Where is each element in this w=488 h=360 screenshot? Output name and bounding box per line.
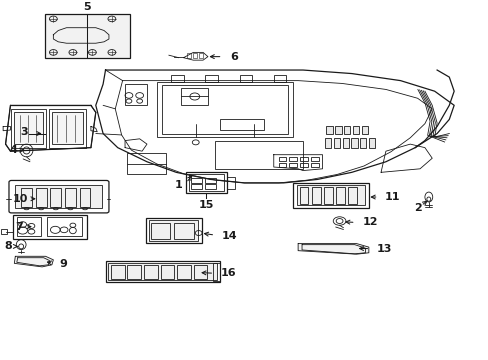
Bar xyxy=(278,163,286,167)
Bar xyxy=(359,138,366,148)
Text: 3: 3 xyxy=(20,127,28,137)
Bar xyxy=(333,138,339,148)
Bar xyxy=(174,223,193,239)
Bar xyxy=(50,188,61,207)
Bar xyxy=(368,138,374,148)
Bar xyxy=(11,109,45,148)
Bar xyxy=(193,265,207,279)
Bar xyxy=(215,141,303,169)
Bar xyxy=(278,157,286,161)
Bar xyxy=(289,157,297,161)
Bar xyxy=(326,126,332,134)
Bar xyxy=(205,75,217,82)
Text: 12: 12 xyxy=(362,217,377,228)
Bar xyxy=(299,187,308,204)
Bar xyxy=(151,223,170,239)
Bar xyxy=(108,264,216,280)
Bar xyxy=(205,177,216,183)
Bar xyxy=(127,265,141,279)
Bar xyxy=(14,112,42,144)
Bar xyxy=(146,218,202,243)
Text: 15: 15 xyxy=(199,200,214,210)
Bar xyxy=(49,109,86,148)
Bar xyxy=(311,187,320,204)
Text: 14: 14 xyxy=(222,231,237,241)
Bar xyxy=(361,126,367,134)
Bar xyxy=(273,75,285,82)
Polygon shape xyxy=(14,256,53,267)
Bar xyxy=(144,265,158,279)
Bar xyxy=(289,163,297,167)
Bar xyxy=(36,188,46,207)
Bar xyxy=(149,220,198,241)
Bar xyxy=(105,261,220,282)
Bar xyxy=(21,188,32,207)
Text: 7: 7 xyxy=(15,222,23,232)
Bar xyxy=(343,126,349,134)
Bar xyxy=(190,184,201,189)
Bar xyxy=(44,14,130,58)
Bar xyxy=(47,217,82,236)
Bar xyxy=(296,185,364,206)
Bar xyxy=(161,85,288,134)
Bar xyxy=(310,163,318,167)
Bar xyxy=(181,88,207,105)
Bar xyxy=(227,176,234,189)
Bar xyxy=(80,188,90,207)
Bar xyxy=(352,126,358,134)
Text: 10: 10 xyxy=(13,194,28,204)
Bar xyxy=(198,53,202,58)
Text: 9: 9 xyxy=(59,259,67,269)
Bar xyxy=(127,153,166,174)
Bar xyxy=(350,138,357,148)
Text: 11: 11 xyxy=(384,192,400,202)
Text: 8: 8 xyxy=(4,242,12,251)
Bar xyxy=(205,184,216,189)
Bar xyxy=(177,265,190,279)
Bar xyxy=(310,157,318,161)
Text: 2: 2 xyxy=(413,203,421,213)
Bar xyxy=(293,183,368,208)
Text: 16: 16 xyxy=(221,268,236,278)
Bar xyxy=(125,84,147,105)
Bar xyxy=(111,265,124,279)
Bar xyxy=(190,177,201,183)
Bar xyxy=(13,215,87,239)
Bar xyxy=(185,172,227,193)
Bar xyxy=(325,138,330,148)
Text: 5: 5 xyxy=(83,2,91,12)
Bar xyxy=(0,229,6,234)
Bar xyxy=(335,187,344,204)
Bar xyxy=(186,53,190,58)
Bar xyxy=(171,75,183,82)
Bar xyxy=(239,75,251,82)
Bar xyxy=(17,217,41,236)
Text: 1: 1 xyxy=(174,180,182,190)
Bar xyxy=(347,187,356,204)
Polygon shape xyxy=(298,244,368,254)
Text: 4: 4 xyxy=(9,145,17,155)
Bar xyxy=(220,120,264,130)
Bar xyxy=(192,53,196,58)
Bar xyxy=(324,187,332,204)
Bar xyxy=(52,112,82,144)
Text: 13: 13 xyxy=(376,243,392,253)
Bar xyxy=(188,175,224,191)
Bar xyxy=(15,185,102,208)
Bar xyxy=(342,138,348,148)
Bar xyxy=(157,82,293,137)
Bar xyxy=(300,157,307,161)
Bar xyxy=(300,163,307,167)
Bar xyxy=(160,265,174,279)
Bar xyxy=(212,263,220,281)
Text: 6: 6 xyxy=(229,51,237,62)
Bar xyxy=(65,188,76,207)
Bar xyxy=(334,126,341,134)
